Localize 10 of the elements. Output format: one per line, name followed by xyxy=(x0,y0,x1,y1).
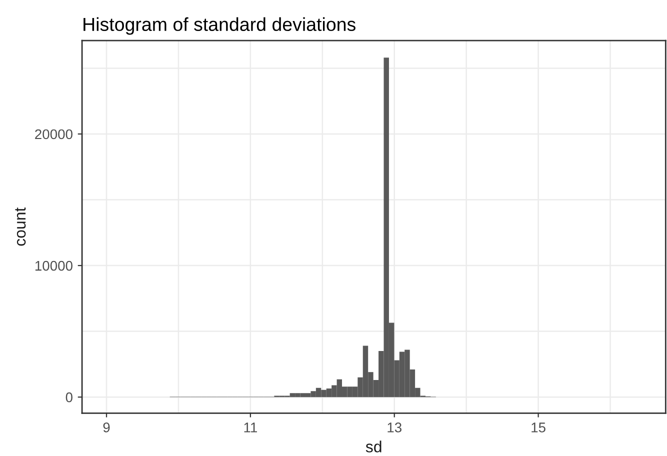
x-axis-title: sd xyxy=(366,440,382,452)
y-tick-label: 20000 xyxy=(35,129,72,140)
y-tick-label: 0 xyxy=(66,392,72,402)
chart-title: Histogram of standard deviations xyxy=(84,17,356,35)
x-tick-label: 13 xyxy=(388,422,402,432)
x-tick-label: 11 xyxy=(244,422,257,432)
x-tick-label: 15 xyxy=(532,422,546,432)
y-axis-title: count xyxy=(15,207,26,246)
x-tick-label: 9 xyxy=(103,422,110,432)
y-tick-label: 10000 xyxy=(35,260,72,271)
